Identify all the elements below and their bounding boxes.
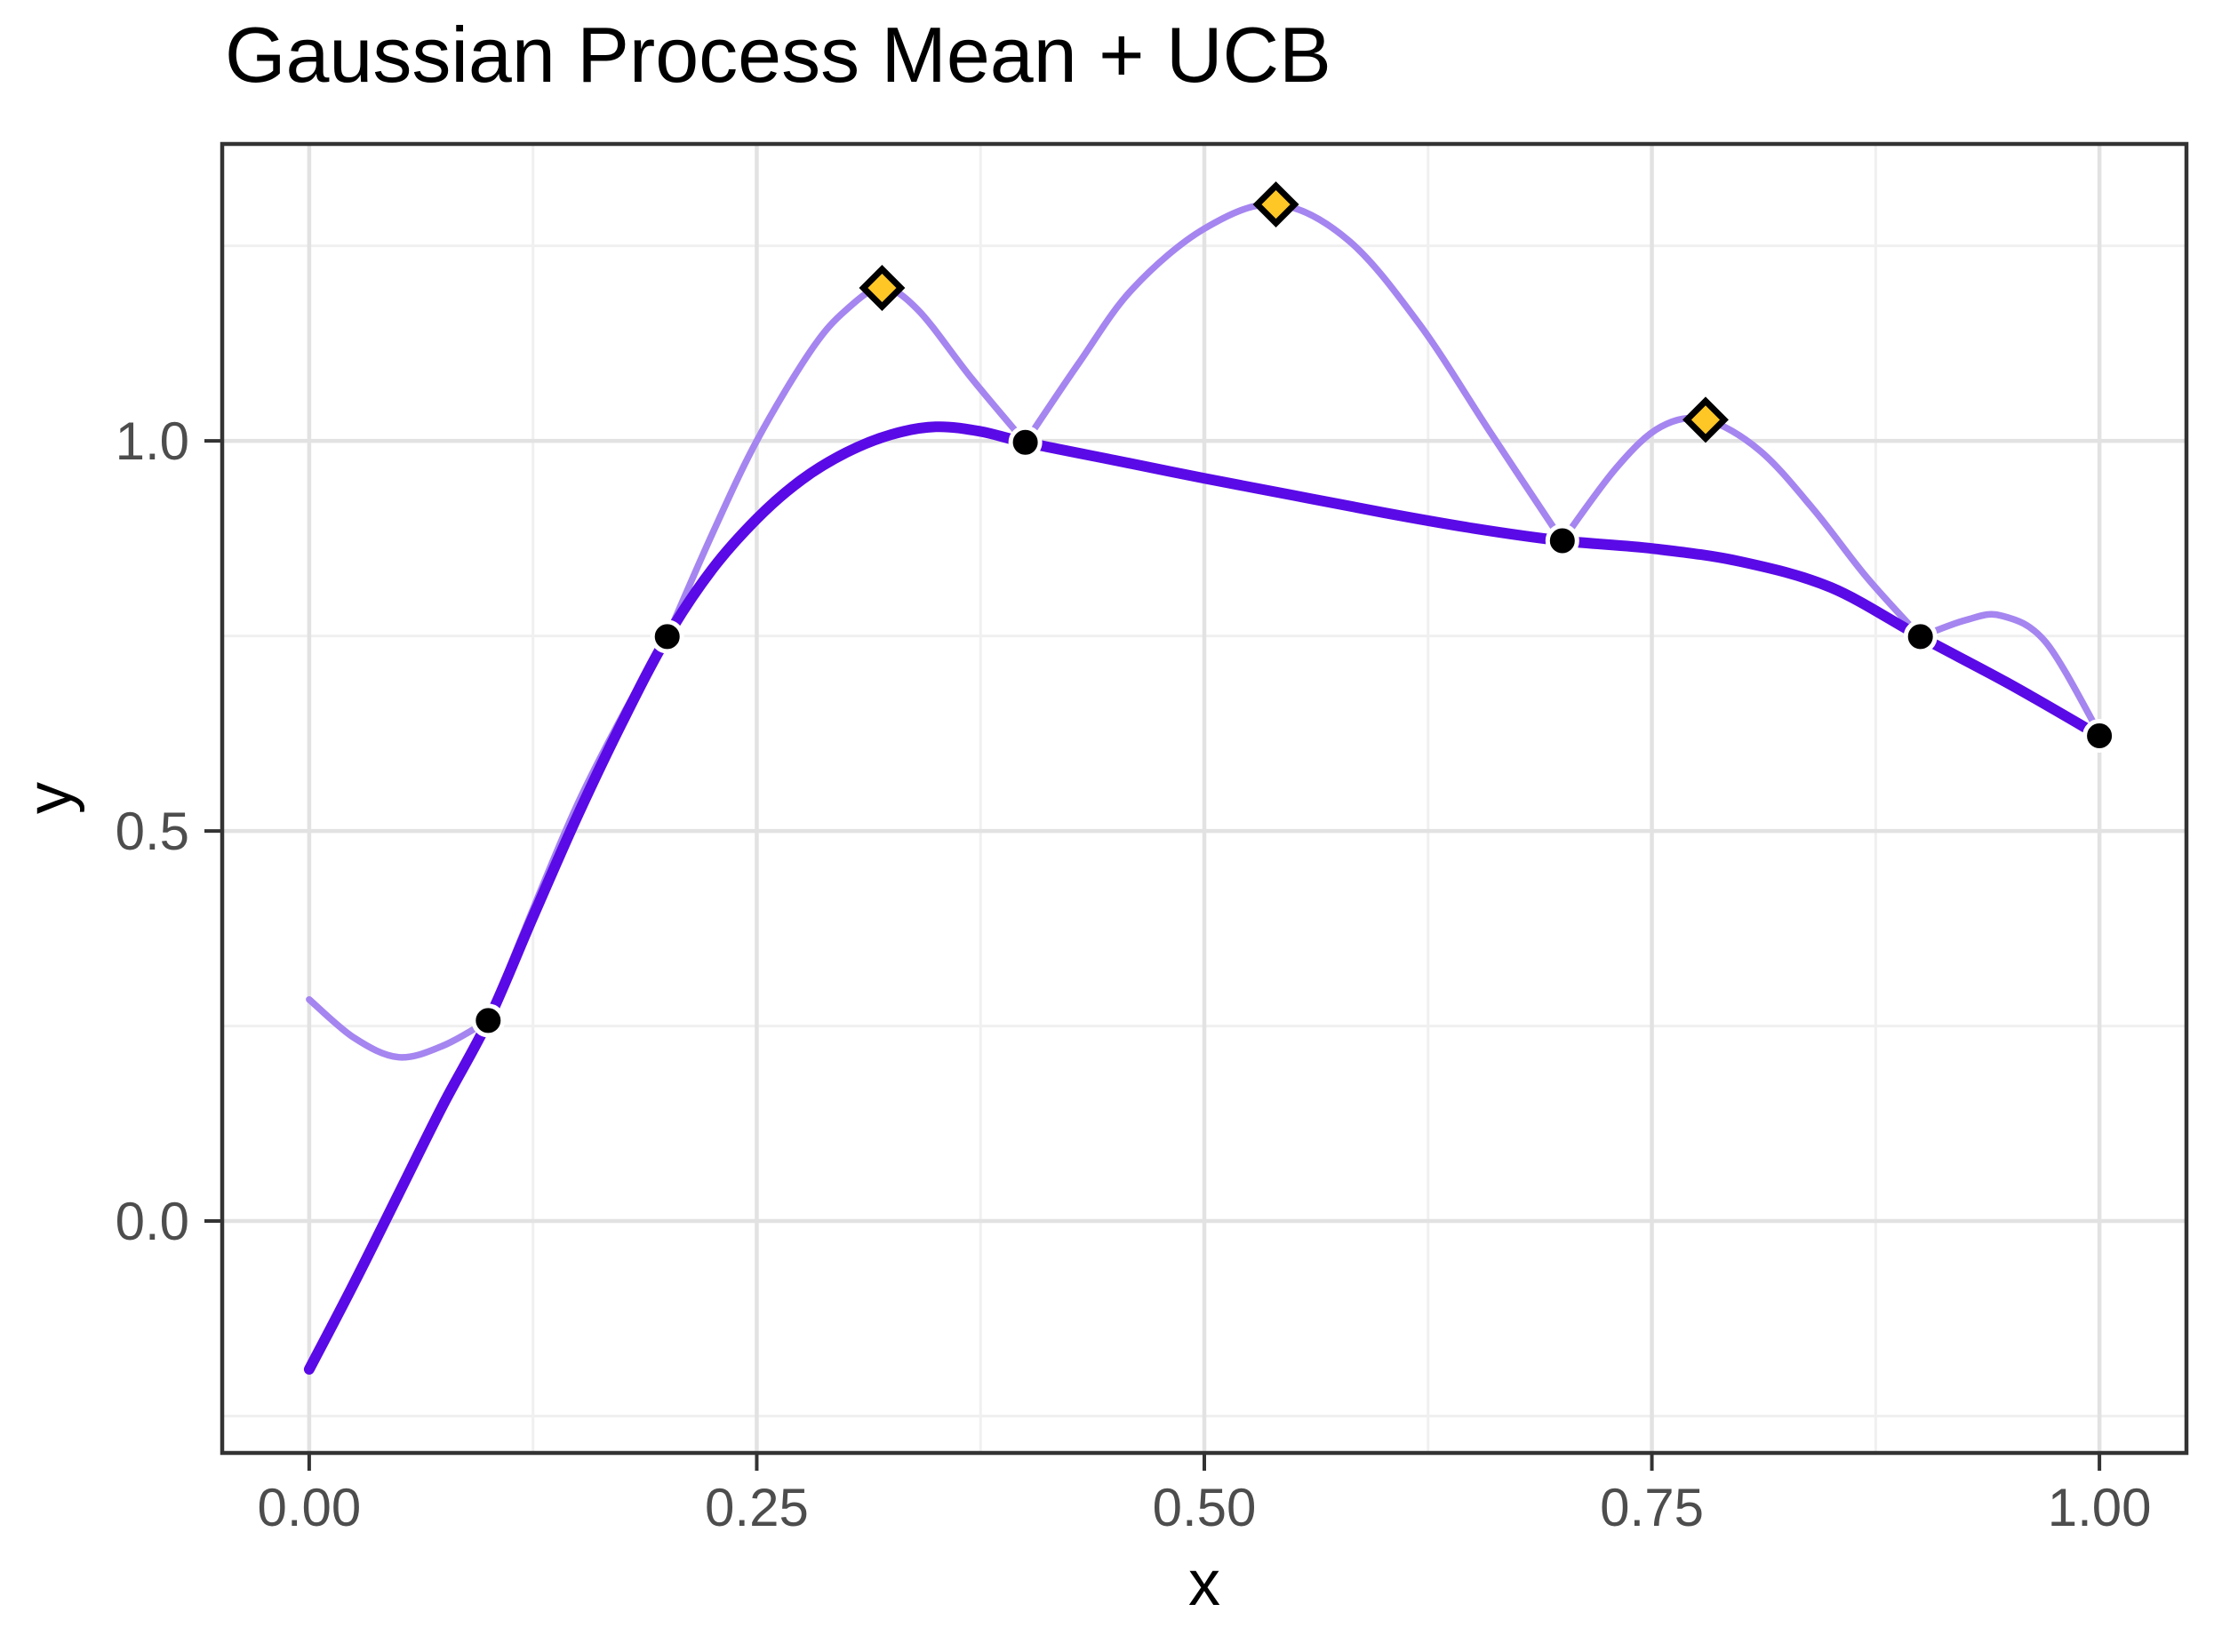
ucb-max-diamond [1252,181,1299,227]
y-tick-label: 0.5 [116,802,189,861]
observation-dot [1008,425,1043,459]
observation-dot [650,619,684,654]
observation-dot [471,1003,506,1038]
x-tick-label: 0.25 [705,1478,809,1537]
observation-dot [1545,523,1579,558]
x-axis-title: x [1188,1548,1220,1619]
ucb-curve-segment [1559,414,1924,641]
y-axis-ticks [204,439,222,1224]
y-tick-label: 1.0 [116,411,189,471]
grid-major-lines [222,144,2186,1453]
x-tick-label: 0.50 [1153,1478,1257,1537]
ucb-maxima-markers [859,181,1729,443]
plot-title: Gaussian Process Mean + UCB [225,11,1331,99]
ucb-curve-segment [663,284,1029,641]
x-tick-label: 0.75 [1600,1478,1704,1537]
ucb-curve-segment [1916,611,2103,738]
ucb-curve-segment [306,995,492,1061]
observation-points [471,425,2117,1038]
y-axis-tick-labels: 0.0 0.5 1.0 [116,411,189,1251]
x-tick-label: 1.00 [2048,1478,2152,1537]
ucb-max-diamond [859,265,906,311]
observation-dot [2082,719,2117,753]
y-axis-title: y [14,782,85,814]
x-axis-ticks [307,1453,2102,1471]
x-axis-tick-labels: 0.00 0.25 0.50 0.75 1.00 [258,1478,2152,1537]
x-tick-label: 0.00 [258,1478,362,1537]
gp-mean-curve [303,421,2106,1375]
y-tick-label: 0.0 [116,1192,189,1251]
observation-dot [1903,619,1938,654]
ucb-max-diamond [1682,396,1729,443]
